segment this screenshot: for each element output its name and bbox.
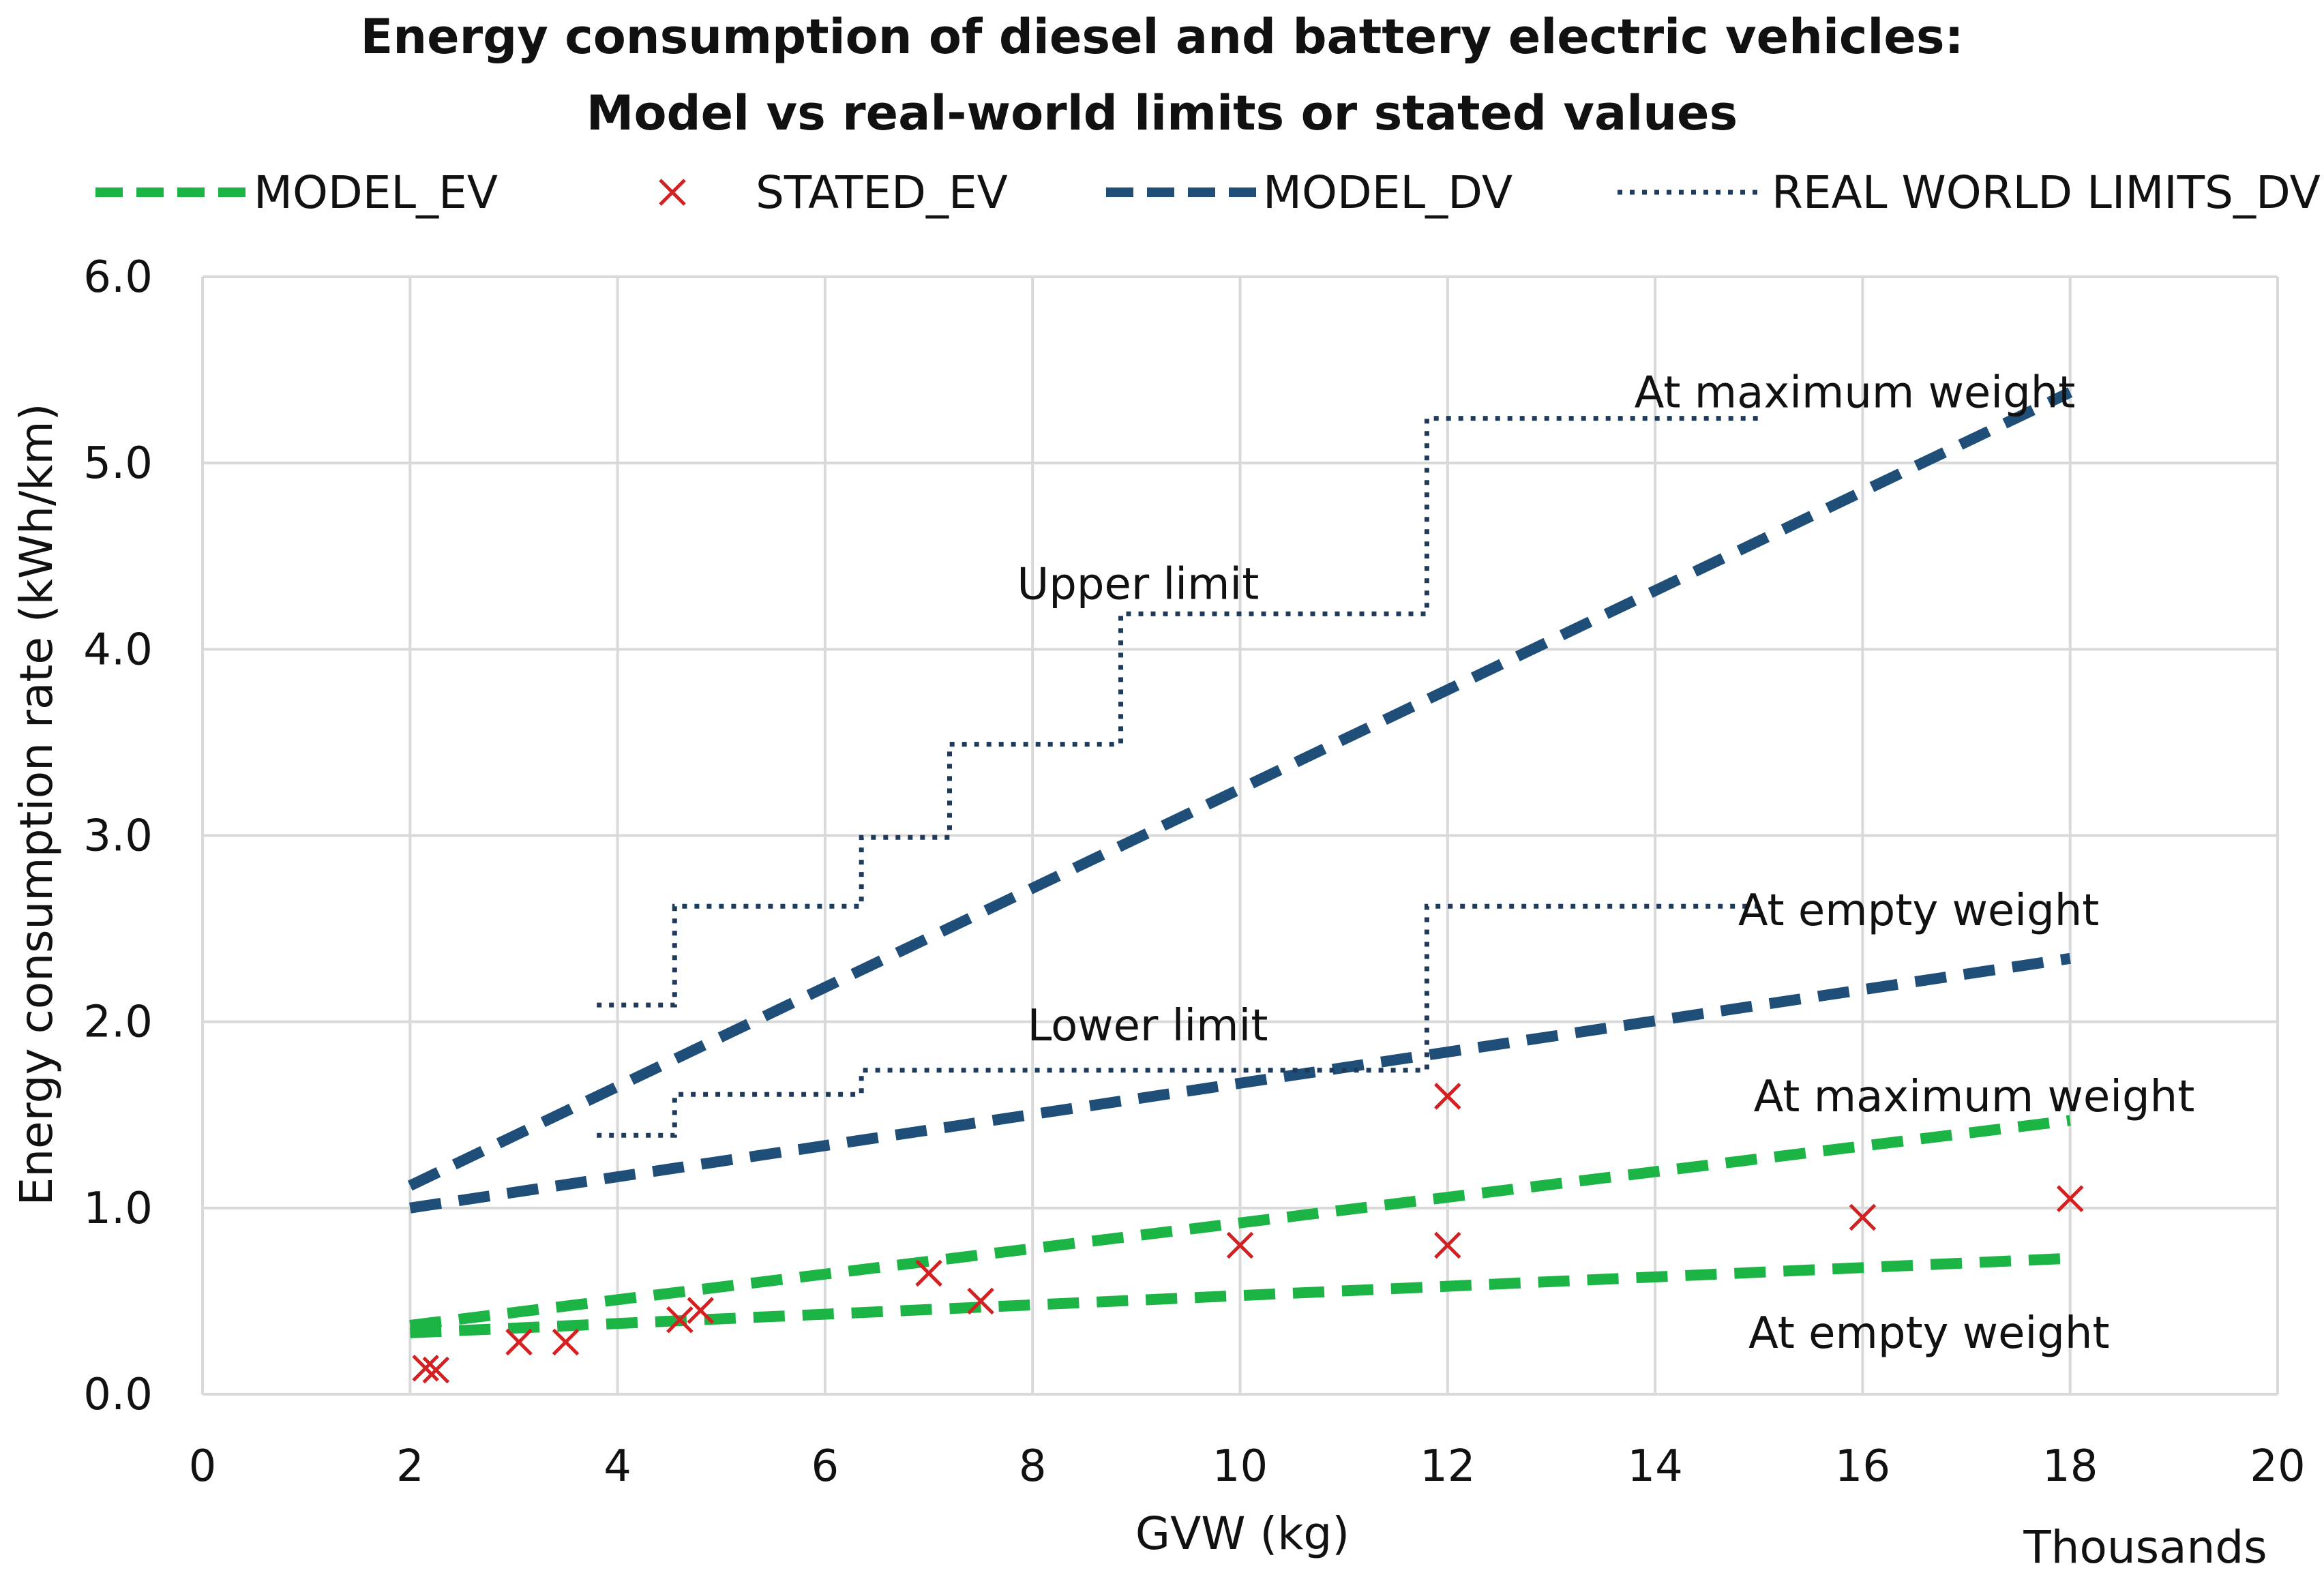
x-tick-label: 0 [189,1441,217,1492]
data-point-stated-ev [666,1306,694,1334]
x-tick-labels: 0 2 4 6 8 10 12 14 16 18 20 [189,1441,2306,1492]
series-stated-ev [412,1083,2084,1384]
annotation-label: At empty weight [1748,1308,2110,1359]
x-tick-label: 18 [2042,1441,2098,1492]
x-tick-label: 8 [1019,1441,1047,1492]
data-point-stated-ev [2056,1185,2084,1212]
chart-title: Energy consumption of diesel and battery… [360,9,1963,65]
x-axis-unit-label: Thousands [2023,1521,2267,1574]
data-point-stated-ev [552,1328,580,1356]
data-point-stated-ev [1434,1083,1461,1110]
chart-subtitle: Model vs real-world limits or stated val… [586,85,1738,141]
annotation-label: At maximum weight [1754,1072,2195,1122]
gridlines [201,275,2279,1396]
x-tick-label: 12 [1420,1441,1475,1492]
y-tick-label: 0.0 [83,1370,153,1420]
y-axis-title: Energy consumption rate (kWh/km) [10,404,63,1206]
data-point-stated-ev [967,1287,994,1315]
series-line [407,387,2073,1191]
legend-item: REAL WORLD LIMITS_DV [1618,166,2321,219]
y-tick-label: 3.0 [83,811,153,862]
legend-swatch-marker [659,179,686,206]
legend-label: MODEL_DV [1263,166,1513,219]
annotation-label: At maximum weight [1635,367,2076,418]
x-tick-label: 20 [2250,1441,2305,1492]
x-tick-label: 2 [396,1441,424,1492]
plot-series [407,387,2084,1384]
data-point-stated-ev [915,1259,942,1287]
x-tick-label: 6 [811,1441,839,1492]
legend: MODEL_EV STATED_EV MODEL_DV REAL WORLD LIMI… [95,166,2321,219]
series-line [409,952,2071,1214]
legend-label: MODEL_EV [254,166,498,219]
legend-item: MODEL_DV [1106,166,1513,219]
data-point-stated-ev [1434,1231,1461,1259]
x-tick-label: 14 [1627,1441,1682,1492]
data-point-stated-ev [1226,1231,1254,1259]
x-tick-label: 16 [1835,1441,1890,1492]
x-tick-label: 10 [1212,1441,1268,1492]
series-line [409,1115,2071,1331]
x-tick-label: 4 [604,1441,631,1492]
series-line [597,416,1759,1008]
annotation-label: At empty weight [1738,886,2100,936]
legend-label: REAL WORLD LIMITS_DV [1772,166,2321,219]
y-tick-label: 2.0 [83,997,153,1048]
data-point-stated-ev [422,1356,450,1384]
data-point-stated-ev [412,1354,439,1382]
legend-item: MODEL_EV [95,166,498,219]
y-tick-label: 1.0 [83,1184,153,1234]
x-axis-title: GVW (kg) [1135,1507,1350,1560]
y-tick-label: 5.0 [83,438,153,489]
annotations: At maximum weight Upper limit At empty wei… [1017,367,2194,1358]
series-line [597,903,1759,1138]
annotation-label: Upper limit [1017,560,1259,610]
annotation-label: Lower limit [1028,1001,1268,1051]
series-line [409,1252,2071,1338]
legend-label: STATED_EV [756,166,1008,219]
y-tick-labels: 0.0 1.0 2.0 3.0 4.0 5.0 6.0 [83,252,153,1420]
data-point-stated-ev [1849,1203,1877,1231]
data-point-stated-ev [687,1297,715,1324]
data-point-stated-ev [505,1328,533,1356]
y-tick-label: 6.0 [83,252,153,303]
y-tick-label: 4.0 [83,625,153,675]
legend-item: STATED_EV [659,166,1008,219]
